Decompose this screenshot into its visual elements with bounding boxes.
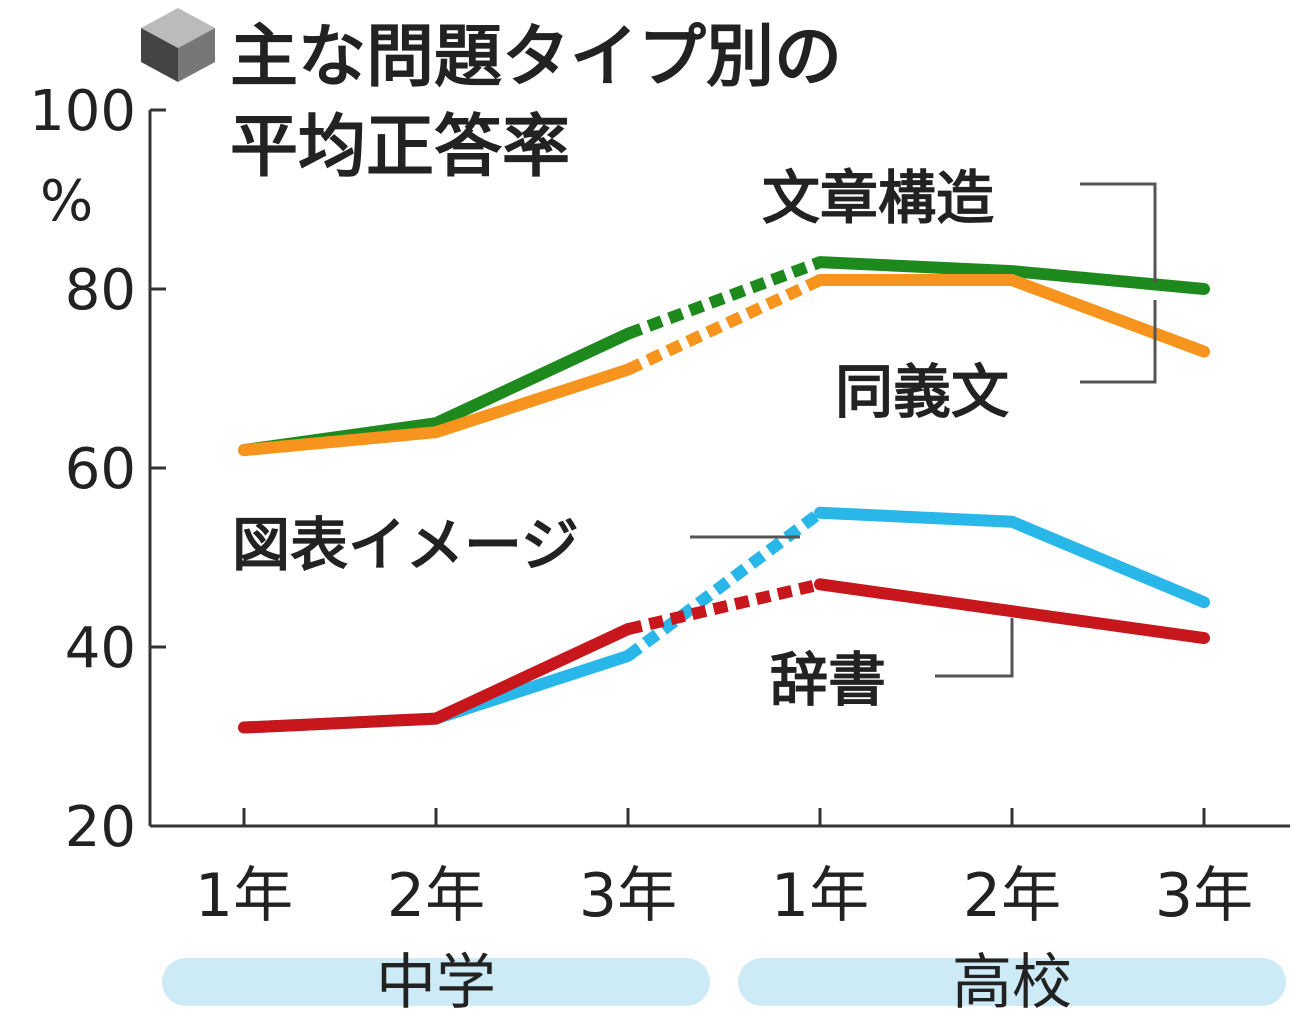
series-line-transition <box>625 274 823 375</box>
x-tick-label: 2年 <box>963 861 1061 931</box>
series-line-transition <box>624 507 824 661</box>
series-label-jisho: 辞書 <box>770 646 886 714</box>
y-tick-label: 40 <box>65 616 136 681</box>
series-line-senior <box>814 506 1210 609</box>
group-bands: 中学 高校 <box>162 948 1286 1018</box>
group-band <box>162 958 710 1006</box>
series-line-senior <box>814 274 1210 358</box>
series-line-senior <box>814 578 1210 645</box>
x-tick-label: 1年 <box>771 861 869 931</box>
y-tick-label: 20 <box>65 795 136 860</box>
x-axis: 1年 2年 3年 1年 2年 3年 <box>150 808 1290 931</box>
y-tick-label: 80 <box>65 258 136 323</box>
series-layer <box>238 256 1210 734</box>
chart-title-line1: 主な問題タイプ別の <box>230 18 842 97</box>
x-tick-label: 3年 <box>579 861 677 931</box>
y-tick-label: 100 <box>29 79 136 144</box>
y-tick-label: 60 <box>65 437 136 502</box>
series-label-zuhyo: 図表イメージ <box>232 511 579 579</box>
x-tick-label: 1年 <box>195 861 293 931</box>
group-band <box>738 958 1286 1006</box>
y-axis-unit: % <box>40 169 93 234</box>
cube-icon <box>141 8 215 82</box>
series-line-junior <box>238 363 634 457</box>
group-label: 中学 <box>376 948 496 1018</box>
series-line-senior <box>814 256 1210 295</box>
series-label-bunsho: 文章構造 <box>762 164 994 232</box>
series-line-transition <box>626 578 822 635</box>
series-label-dogibun: 同義文 <box>835 358 1009 426</box>
leader-line-bunsho <box>1080 182 1157 283</box>
chart-title-line2: 平均正答率 <box>230 108 570 187</box>
series-line-junior <box>238 623 634 734</box>
y-axis: 20 40 60 80 100 <box>29 79 166 860</box>
leader-line-dogibun <box>1080 300 1157 384</box>
x-tick-label: 2年 <box>387 861 485 931</box>
x-tick-label: 3年 <box>1155 861 1253 931</box>
group-label: 高校 <box>952 948 1072 1018</box>
leader-line-jisho <box>935 618 1014 678</box>
series-line-transition <box>625 256 823 340</box>
